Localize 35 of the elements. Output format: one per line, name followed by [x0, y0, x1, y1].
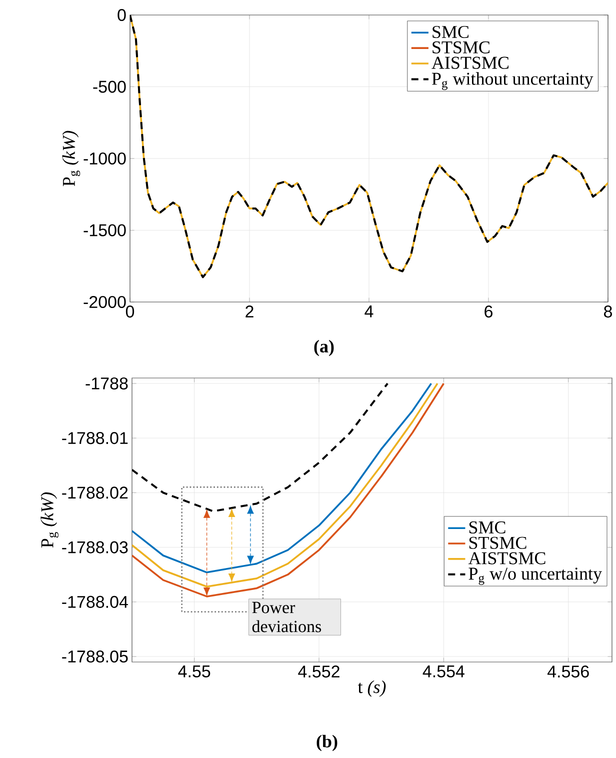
x-tick-label: 4.55: [178, 666, 210, 678]
x-tick-label: 4: [364, 306, 374, 318]
y-tick-label: -1788.04: [62, 596, 128, 608]
x-tick-label: 4.554: [422, 666, 464, 678]
x-tick-label: 4.556: [547, 666, 589, 678]
y-axis-title: P$_{g}$ (kW): [40, 492, 58, 548]
y-tick-label: -1000: [84, 152, 126, 165]
y-tick-label: -1788.01: [62, 432, 128, 444]
legend-label: STSMC: [469, 536, 526, 549]
legend-label: P$_{g}$ w/o uncertainty: [468, 568, 602, 585]
y-tick-label: -1500: [84, 224, 126, 236]
y-axis-title: P$_{g}$ (kW): [62, 130, 80, 186]
y-tick-label: -1788: [86, 377, 128, 390]
y-tick-label: -500: [93, 80, 126, 93]
legend-label: SMC: [469, 521, 506, 534]
line-series: [130, 15, 608, 278]
y-tick-label: -1788.03: [62, 541, 128, 554]
y-tick-label: -1788.02: [62, 486, 128, 499]
legend-label: SMC: [432, 26, 468, 38]
legend-label: STSMC: [432, 41, 490, 54]
line-series: [132, 382, 389, 512]
x-tick-label: 2: [246, 306, 254, 318]
y-tick-label: -1788.05: [62, 650, 128, 663]
legend-label: P$_{g}$ without uncertainty: [432, 72, 594, 90]
y-tick-label: 0: [118, 8, 126, 22]
legend-label: AISTSMC: [432, 56, 508, 69]
x-tick-label: 8: [604, 306, 612, 318]
x-axis-title: t (s): [358, 680, 386, 697]
text: (a): [314, 340, 334, 356]
x-tick-label: 6: [484, 306, 492, 318]
text: (b): [316, 734, 338, 752]
y-tick-label: -2000: [84, 296, 126, 308]
annotation: Power deviations: [252, 602, 322, 632]
legend-label: AISTSMC: [468, 552, 546, 564]
x-tick-label: 4.552: [298, 666, 340, 678]
